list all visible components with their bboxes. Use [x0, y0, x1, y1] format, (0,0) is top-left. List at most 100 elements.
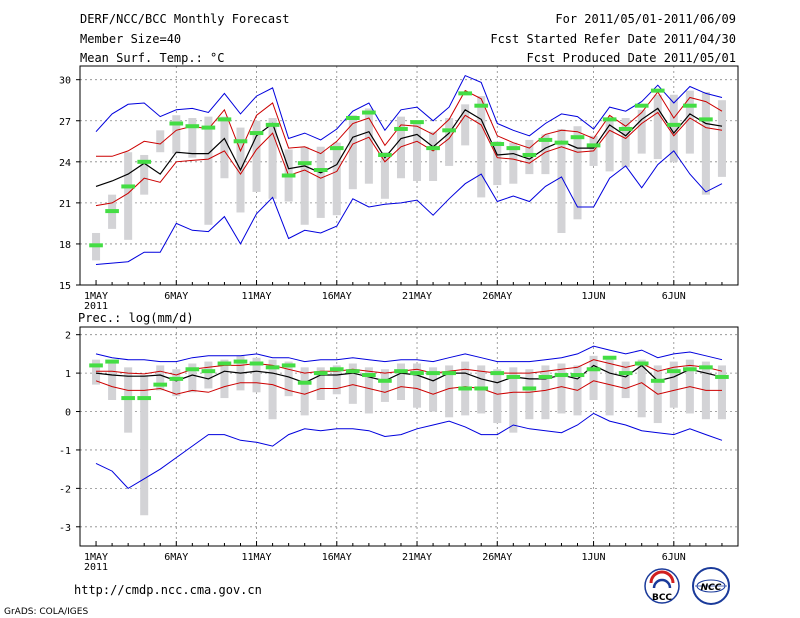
x-tick-label: 16MAY — [322, 291, 352, 302]
observed-marker — [683, 367, 697, 372]
observed-marker — [265, 122, 280, 127]
observed-marker — [394, 126, 408, 131]
ensemble-range-bar — [316, 367, 325, 400]
observed-marker — [506, 146, 521, 151]
y-tick-label: 21 — [59, 199, 71, 210]
observed-marker — [410, 120, 424, 125]
x-tick-label: 1MAY — [84, 552, 108, 563]
ensemble-range-bar — [172, 115, 181, 154]
ensemble-range-bar — [204, 361, 213, 389]
ensemble-range-bar — [429, 131, 438, 181]
ensemble-range-bar — [188, 118, 197, 158]
ensemble-range-bar — [188, 363, 197, 393]
observed-marker — [458, 91, 472, 96]
ensemble-range-bar — [701, 92, 710, 195]
observed-marker — [683, 103, 697, 108]
ensemble-range-bar — [252, 120, 261, 192]
observed-marker — [442, 371, 456, 376]
y-tick-label: 1 — [65, 369, 71, 380]
ensemble-range-bar — [509, 367, 518, 433]
observed-marker — [233, 139, 248, 144]
observed-marker — [426, 146, 440, 151]
x-tick-label: 6MAY — [164, 291, 188, 302]
x-tick-label: 26MAY — [482, 552, 512, 563]
ensemble-range-bar — [380, 369, 389, 402]
ensemble-range-bar — [541, 365, 550, 420]
ensemble-range-bar — [445, 365, 454, 418]
observed-marker — [185, 124, 200, 129]
ensemble-range-bar — [172, 369, 181, 397]
y-tick-label: 27 — [59, 117, 71, 128]
ensemble-range-bar — [525, 369, 534, 420]
observed-marker — [410, 371, 424, 376]
ensemble-range-bar — [220, 116, 229, 179]
x-tick-label: 6MAY — [164, 552, 188, 563]
y-tick-label: -3 — [59, 523, 71, 534]
ensemble-range-bar — [332, 365, 341, 395]
observed-marker — [699, 117, 713, 122]
ensemble-range-bar — [300, 146, 309, 225]
observed-marker — [169, 121, 184, 126]
source-url: http://cmdp.ncc.cma.gov.cn — [74, 583, 262, 597]
ensemble-range-bar — [685, 90, 694, 154]
observed-marker — [554, 140, 569, 145]
ensemble-range-bar — [493, 369, 502, 424]
observed-marker — [394, 369, 408, 374]
series-line-min — [95, 150, 723, 265]
ensemble-range-bar — [589, 355, 598, 400]
ensemble-range-bar — [380, 152, 389, 199]
produced-date-label: Fcst Produced Date 2011/05/01 — [526, 51, 736, 65]
ensemble-range-bar — [637, 359, 646, 418]
ensemble-range-bar — [605, 119, 614, 172]
ensemble-range-bar — [509, 142, 518, 184]
ensemble-range-bar — [669, 94, 678, 162]
ensemble-range-bar — [268, 118, 277, 199]
y-tick-label: 18 — [59, 240, 71, 251]
y-tick-label: 30 — [59, 76, 71, 87]
ensemble-range-bar — [717, 100, 726, 177]
ensemble-range-bar — [573, 126, 582, 220]
ensemble-range-bar — [364, 108, 373, 184]
ensemble-range-bar — [348, 363, 357, 404]
observed-marker — [329, 367, 344, 372]
observed-marker — [137, 396, 152, 401]
series-line-max — [95, 345, 723, 363]
observed-marker — [426, 371, 440, 376]
ncc-logo-text: NCC — [701, 583, 722, 593]
grads-credit: GrADS: COLA/IGES — [4, 607, 88, 617]
ensemble-range-bar — [525, 139, 534, 175]
y-tick-label: -2 — [59, 484, 71, 495]
observed-marker — [538, 374, 553, 379]
observed-marker — [89, 243, 103, 248]
observed-marker — [121, 396, 135, 401]
observed-marker — [554, 373, 569, 378]
ensemble-range-bar — [429, 367, 438, 412]
observed-marker — [297, 380, 312, 385]
observed-marker — [265, 365, 280, 370]
ensemble-range-bar — [332, 142, 341, 216]
observed-marker — [281, 363, 296, 368]
ensemble-range-bar — [541, 134, 550, 175]
plot-frame — [79, 65, 739, 286]
observed-marker — [137, 159, 152, 164]
ensemble-range-bar — [493, 141, 502, 186]
ensemble-range-bar — [204, 116, 213, 225]
series-line-upper — [96, 89, 723, 157]
observed-marker — [570, 135, 585, 140]
start-date-label: Fcst Started Refer Date 2011/04/30 — [490, 32, 736, 46]
forecast-period-label: For 2011/05/01-2011/06/09 — [555, 12, 736, 26]
observed-marker — [474, 386, 489, 391]
ensemble-range-bar — [396, 363, 405, 400]
ensemble-range-bar — [316, 146, 325, 218]
x-tick-label: 1JUN — [582, 552, 606, 563]
x-tick-label: 16MAY — [322, 552, 352, 563]
ensemble-range-bar — [268, 359, 277, 420]
observed-marker — [249, 361, 264, 366]
observed-marker — [634, 103, 649, 108]
observed-marker — [362, 373, 376, 378]
series-line-mean — [95, 107, 723, 187]
bcc-logo: BCC — [644, 568, 680, 604]
x-tick-label: 21MAY — [402, 291, 432, 302]
observed-marker — [201, 125, 216, 130]
